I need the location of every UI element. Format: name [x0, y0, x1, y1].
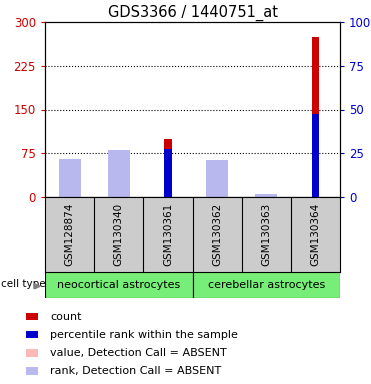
Bar — [312, 36, 319, 197]
Text: GSM130340: GSM130340 — [114, 203, 124, 266]
Bar — [26, 313, 38, 321]
Text: GSM128874: GSM128874 — [65, 203, 75, 266]
Text: cell type: cell type — [1, 279, 46, 289]
Text: value, Detection Call = ABSENT: value, Detection Call = ABSENT — [50, 348, 227, 358]
Bar — [255, 194, 277, 197]
Bar — [108, 150, 130, 197]
Bar — [26, 331, 38, 338]
Bar — [59, 159, 81, 197]
Text: percentile rank within the sample: percentile rank within the sample — [50, 330, 238, 340]
Text: GSM130363: GSM130363 — [261, 203, 271, 266]
Bar — [108, 150, 130, 197]
Bar — [26, 349, 38, 356]
Text: neocortical astrocytes: neocortical astrocytes — [57, 280, 180, 290]
Text: count: count — [50, 312, 82, 322]
Bar — [45, 272, 193, 298]
Bar — [164, 149, 172, 197]
Bar — [312, 114, 319, 197]
Text: rank, Detection Call = ABSENT: rank, Detection Call = ABSENT — [50, 366, 221, 376]
Bar — [206, 161, 228, 197]
Text: GSM130364: GSM130364 — [311, 203, 321, 266]
Title: GDS3366 / 1440751_at: GDS3366 / 1440751_at — [108, 5, 278, 21]
Text: cerebellar astrocytes: cerebellar astrocytes — [208, 280, 325, 290]
Bar — [26, 367, 38, 374]
Bar — [59, 159, 81, 197]
Bar — [193, 272, 340, 298]
Bar — [206, 160, 228, 197]
Text: GSM130362: GSM130362 — [212, 203, 222, 266]
Text: GSM130361: GSM130361 — [163, 203, 173, 266]
Bar — [164, 139, 172, 197]
